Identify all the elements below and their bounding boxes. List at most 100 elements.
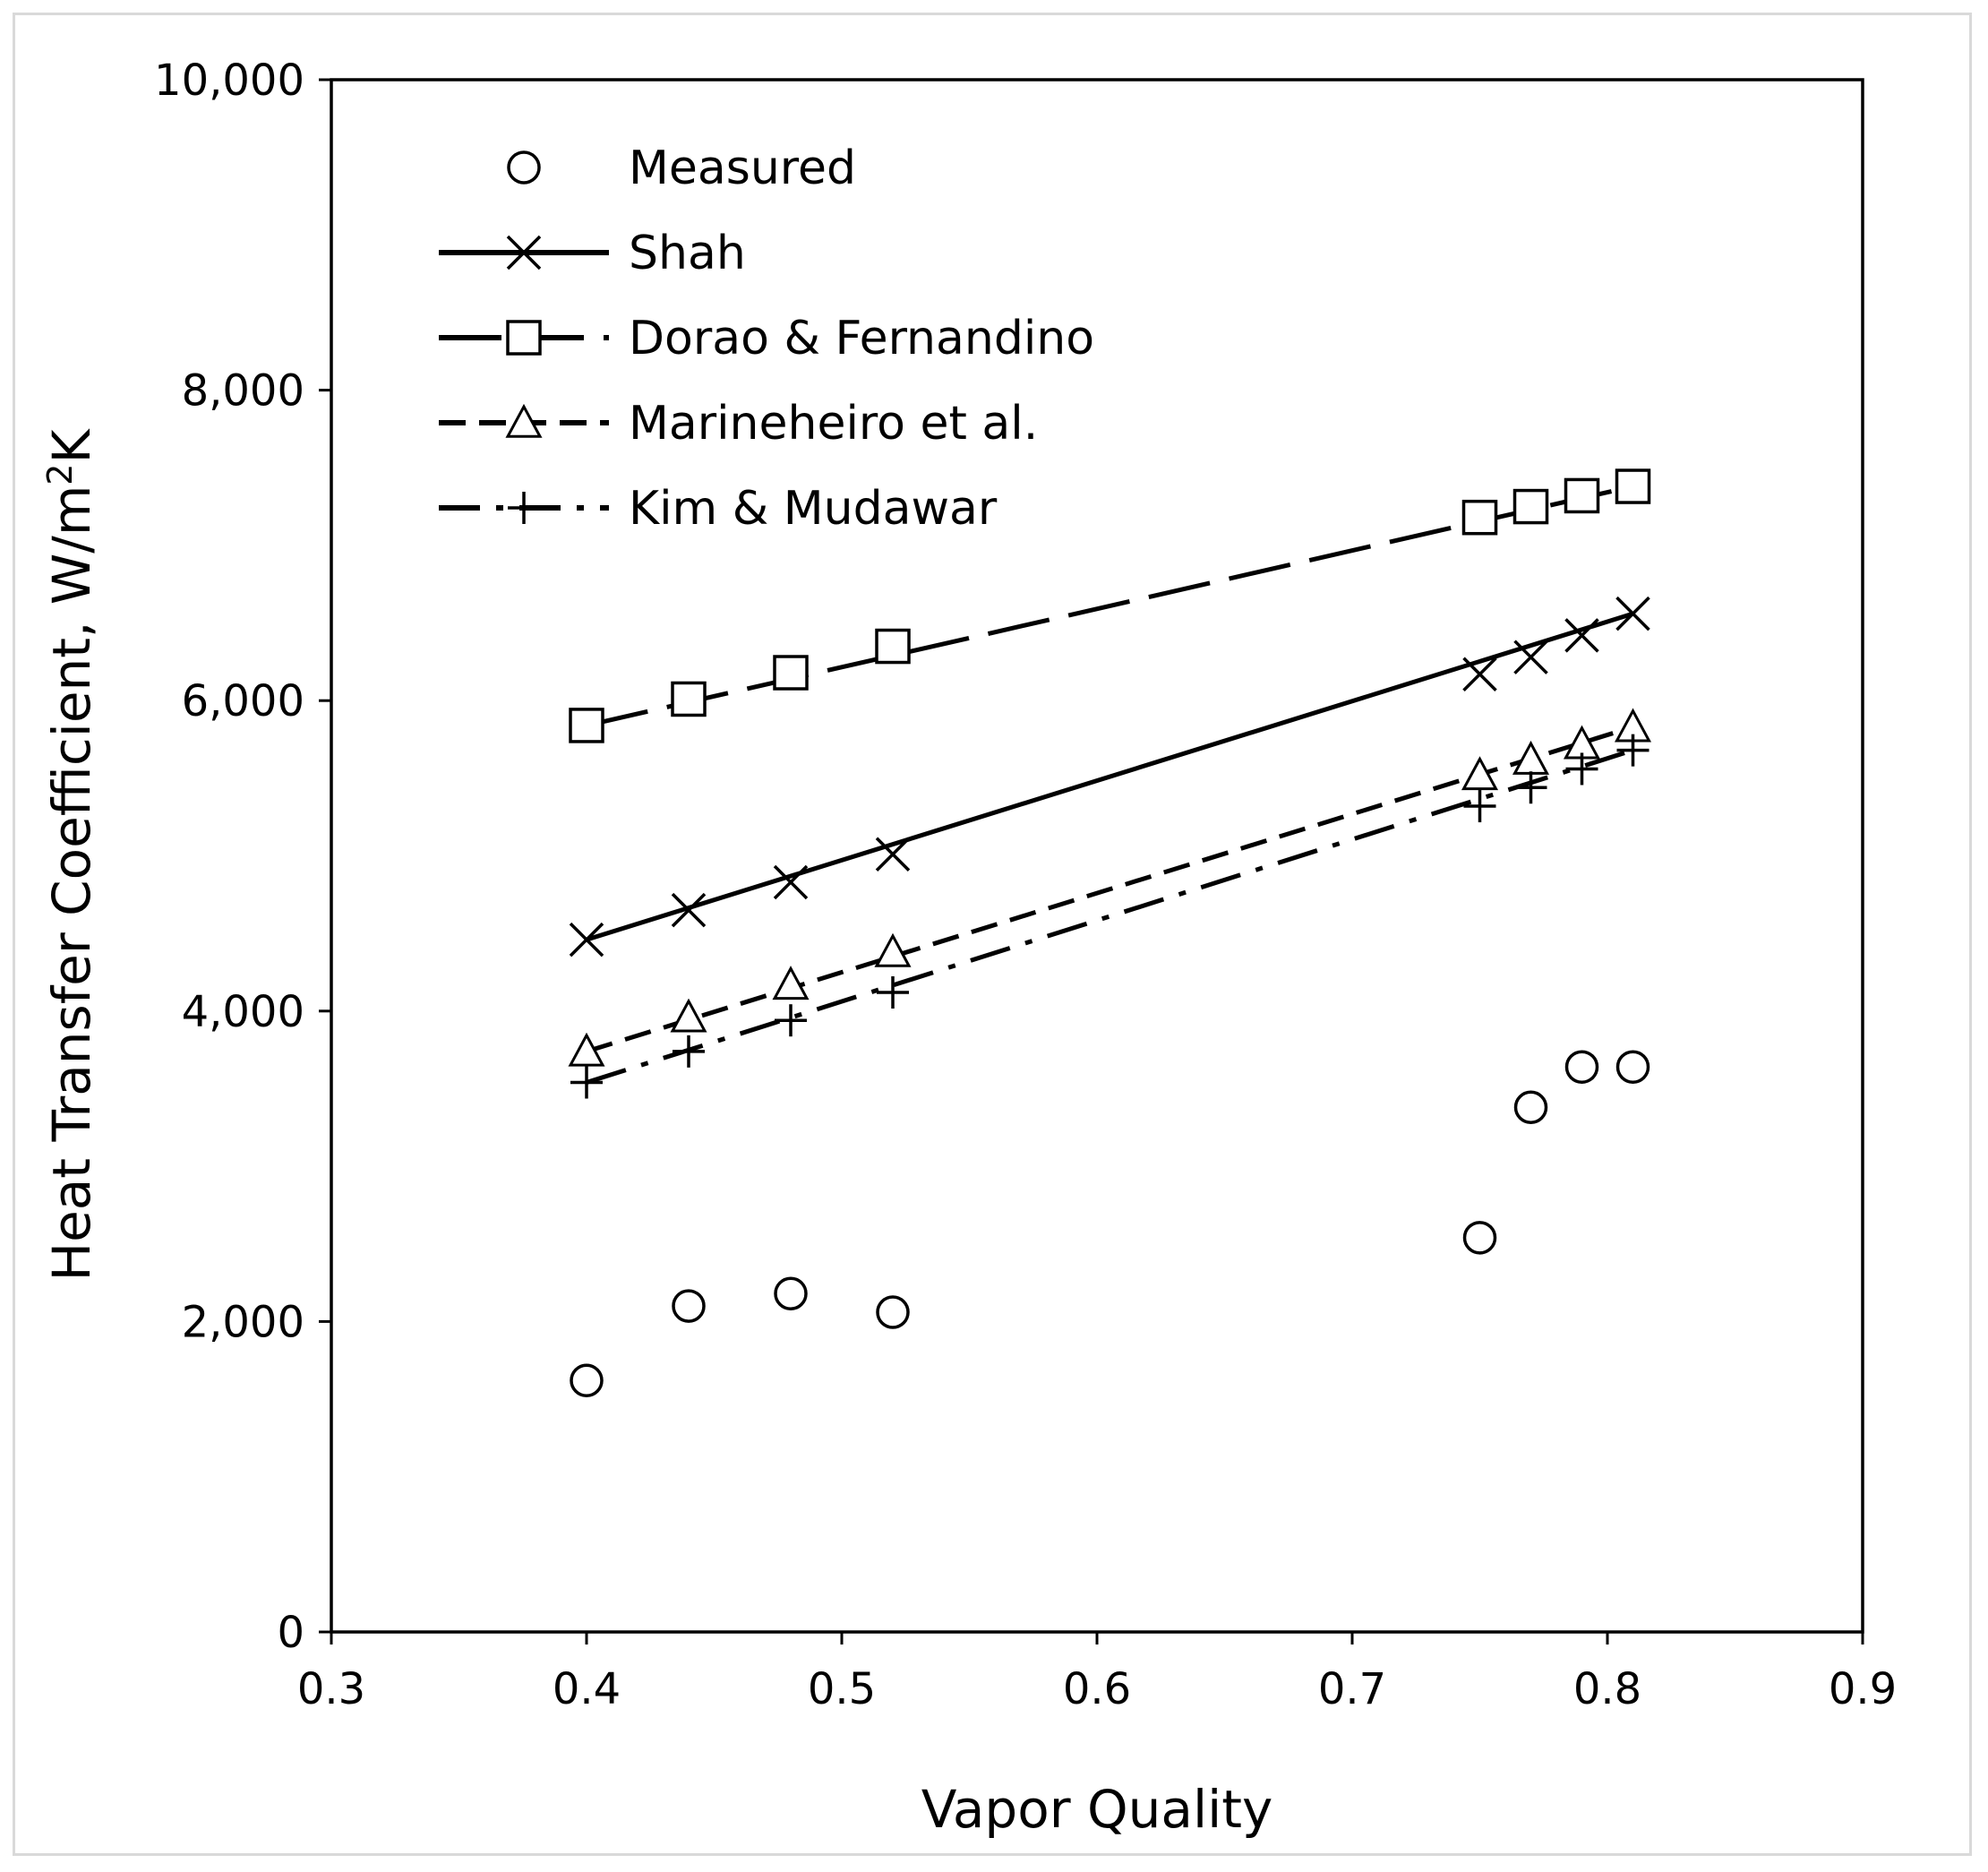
legend-item: Measured <box>507 142 856 195</box>
circle-marker <box>1513 1090 1548 1124</box>
data-marker <box>671 681 707 717</box>
x-tick-label: 0.7 <box>1318 1664 1386 1714</box>
data-marker <box>874 932 912 967</box>
data-marker <box>774 1276 808 1310</box>
square-marker <box>506 320 542 356</box>
triangle-marker <box>670 998 707 1033</box>
data-marker <box>505 403 543 438</box>
data-marker <box>1564 1050 1599 1084</box>
data-marker <box>772 966 810 1000</box>
y-tick-label: 6,000 <box>182 676 304 726</box>
legend-item: Kim & Mudawar <box>439 482 998 536</box>
y-tick-label: 2,000 <box>182 1297 304 1347</box>
data-marker <box>507 150 541 185</box>
series-line <box>586 725 1634 1054</box>
data-marker <box>506 320 542 356</box>
data-marker <box>1513 1090 1548 1124</box>
data-marker <box>1616 734 1650 767</box>
triangle-marker <box>1512 740 1550 775</box>
data-marker <box>671 892 707 928</box>
data-marker <box>569 708 604 743</box>
data-marker <box>773 864 809 900</box>
x-marker-stroke <box>875 837 911 872</box>
data-marker <box>1513 640 1548 674</box>
data-marker <box>568 1032 605 1067</box>
circle-marker <box>570 1363 604 1398</box>
legend-item: Marineheiro et al. <box>439 397 1038 451</box>
data-marker <box>670 998 707 1033</box>
x-marker-stroke <box>569 922 604 957</box>
square-marker <box>1461 499 1498 536</box>
x-marker-stroke <box>1615 596 1650 631</box>
triangle-marker <box>568 1032 605 1067</box>
legend-label: Measured <box>629 142 856 195</box>
data-marker <box>1512 740 1550 775</box>
x-marker-stroke <box>773 864 809 900</box>
triangle-marker <box>505 403 543 438</box>
square-marker <box>773 655 809 691</box>
data-marker <box>876 1295 910 1329</box>
legend: Measured Shah Dorao & Fernandino Marineheir… <box>439 142 1094 536</box>
legend-label: Marineheiro et al. <box>629 397 1038 451</box>
x-marker-stroke <box>671 892 707 928</box>
legend-label: Shah <box>629 227 746 280</box>
square-marker <box>671 681 707 717</box>
square-marker <box>569 708 604 743</box>
series-layer <box>568 468 1652 1398</box>
y-tick-label: 0 <box>277 1608 304 1658</box>
x-tick-label: 0.9 <box>1829 1664 1897 1714</box>
data-marker <box>508 492 540 524</box>
x-tick-label: 0.4 <box>553 1664 621 1714</box>
circle-marker <box>1462 1221 1497 1255</box>
circle-marker <box>1615 1050 1650 1084</box>
data-marker <box>1615 468 1651 504</box>
data-marker <box>569 922 604 957</box>
data-marker <box>1514 771 1547 804</box>
legend-item: Dorao & Fernandino <box>439 312 1094 365</box>
series-kim-mudawar <box>570 734 1650 1099</box>
series-line <box>586 748 1634 1085</box>
x-marker-stroke <box>506 235 542 270</box>
series-measured <box>570 1050 1650 1398</box>
triangle-marker <box>772 966 810 1000</box>
y-axis-title-tail: K <box>41 427 102 463</box>
y-axis-title-main: Heat Transfer Coefficient, W/m <box>41 485 102 1282</box>
chart-frame <box>13 13 1972 1856</box>
square-marker <box>1615 468 1651 504</box>
data-marker <box>875 837 911 872</box>
circle-marker <box>672 1289 706 1323</box>
x-axis-title: Vapor Quality <box>921 1779 1273 1840</box>
y-tick-label: 10,000 <box>154 56 304 106</box>
series-dorao-fernandino <box>569 468 1651 743</box>
circle-marker <box>507 150 541 185</box>
y-tick-label: 8,000 <box>182 366 304 416</box>
triangle-marker <box>1461 756 1499 791</box>
plot-area <box>330 78 1864 1634</box>
y-axis-title-sup: 2 <box>40 463 80 485</box>
x-marker-stroke <box>1564 618 1599 653</box>
data-marker <box>673 1035 705 1068</box>
x-marker-stroke <box>1513 640 1548 674</box>
series-line <box>586 611 1634 942</box>
square-marker <box>1564 477 1600 514</box>
data-marker <box>1461 499 1498 536</box>
x-tick-label: 0.3 <box>297 1664 365 1714</box>
circle-marker <box>1564 1050 1599 1084</box>
data-marker <box>1462 1221 1497 1255</box>
data-marker <box>1564 477 1600 514</box>
legend-label: Kim & Mudawar <box>629 482 998 536</box>
data-marker <box>875 628 911 665</box>
data-marker <box>570 1363 604 1398</box>
y-axis-title: Heat Transfer Coefficient, W/m2K <box>40 427 102 1281</box>
data-marker <box>570 1066 603 1099</box>
data-marker <box>1463 790 1496 823</box>
square-marker <box>875 628 911 665</box>
circle-marker <box>774 1276 808 1310</box>
data-marker <box>506 235 542 270</box>
data-marker <box>1565 752 1598 786</box>
data-marker <box>1462 657 1497 691</box>
legend-label: Dorao & Fernandino <box>629 312 1094 365</box>
data-marker <box>1615 596 1650 631</box>
series-line <box>586 484 1634 728</box>
